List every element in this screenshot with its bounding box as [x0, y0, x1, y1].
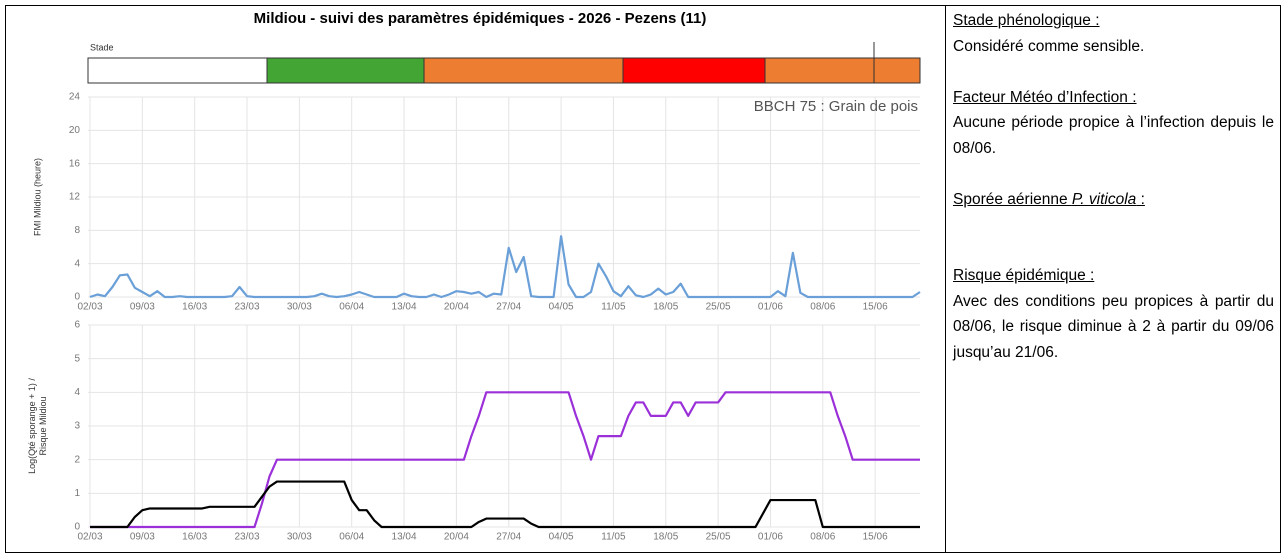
x-tick-label: 20/04 — [444, 532, 469, 543]
x-tick-label: 01/06 — [758, 302, 783, 313]
x-tick-label: 11/05 — [601, 532, 626, 543]
y-tick-label: 4 — [74, 387, 80, 398]
x-tick-label: 20/04 — [444, 302, 469, 313]
x-tick-label: 08/06 — [810, 532, 835, 543]
y-tick-label: 6 — [74, 320, 80, 331]
x-tick-label: 01/06 — [758, 532, 783, 543]
y-tick-label: 5 — [74, 353, 80, 364]
x-tick-label: 13/04 — [392, 532, 417, 543]
x-tick-label: 09/03 — [130, 532, 155, 543]
chart: Mildiou - suivi des paramètres épidémiqu… — [27, 10, 921, 543]
x-tick-label: 02/03 — [77, 302, 102, 313]
stade-bar — [87, 42, 921, 84]
y-axis-label: Risque Mildiou — [38, 396, 48, 455]
y-tick-label: 3 — [74, 421, 80, 432]
data-line — [90, 391, 920, 529]
frame — [5, 5, 1281, 553]
x-tick-label: 27/04 — [496, 302, 521, 313]
heading-part: P. viticola — [1071, 190, 1137, 208]
y-tick-label: 20 — [69, 125, 81, 136]
heading-part: Sporée aérienne — [953, 190, 1072, 208]
y-tick-label: 4 — [74, 258, 80, 269]
data-line — [90, 480, 920, 529]
data-line — [89, 235, 921, 299]
x-tick-label: 16/03 — [182, 532, 207, 543]
y-tick-label: 12 — [69, 192, 81, 203]
divider — [945, 5, 946, 553]
x-tick-label: 18/05 — [653, 532, 678, 543]
y-tick-label: 2 — [74, 454, 80, 465]
x-tick-label: 16/03 — [182, 302, 207, 313]
x-tick-label: 18/05 — [653, 302, 678, 313]
text: Considéré comme sensible. — [953, 37, 1145, 55]
x-tick-label: 04/05 — [549, 532, 574, 543]
x-tick-label: 04/05 — [549, 302, 574, 313]
y-tick-label: 0 — [74, 522, 80, 533]
x-tick-label: 25/05 — [706, 302, 731, 313]
x-tick-label: 25/05 — [706, 532, 731, 543]
x-tick-label: 27/04 — [496, 532, 521, 543]
stade-segment — [423, 57, 624, 84]
x-tick-label: 11/05 — [601, 302, 626, 313]
y-axis-label: Log(Qté sporange + 1) / — [27, 378, 37, 474]
y-tick-label: 0 — [74, 292, 80, 303]
x-tick-label: 30/03 — [287, 302, 312, 313]
x-tick-label: 13/04 — [392, 302, 417, 313]
chart-title: Mildiou - suivi des paramètres épidémiqu… — [254, 10, 707, 27]
stade-segment — [266, 57, 425, 84]
heading: Sporée aérienne P. viticola : — [953, 187, 1274, 213]
y-tick-label: 8 — [74, 225, 80, 236]
side-panel: Stade phénologique : Considéré comme sen… — [953, 8, 1274, 365]
stade-segment — [87, 57, 268, 84]
heading: Risque épidémique : — [953, 267, 1095, 284]
y-tick-label: 16 — [69, 158, 81, 169]
x-tick-label: 09/03 — [130, 302, 155, 313]
x-tick-label: 23/03 — [235, 532, 260, 543]
y-axis-label: FMI Mildiou (heure) — [32, 158, 42, 236]
stade-label: Stade — [90, 42, 114, 52]
x-tick-label: 23/03 — [235, 302, 260, 313]
heading: Stade phénologique : — [953, 12, 1100, 29]
x-tick-label: 08/06 — [810, 302, 835, 313]
x-tick-label: 15/06 — [863, 532, 888, 543]
heading: Facteur Météo d’Infection : — [953, 88, 1137, 106]
y-tick-label: 1 — [74, 488, 80, 499]
x-tick-label: 30/03 — [287, 532, 312, 543]
x-tick-label: 15/06 — [863, 302, 888, 313]
y-tick-label: 24 — [69, 92, 81, 103]
heading-part: : — [1136, 190, 1145, 208]
text: Aucune période propice à l’infection dep… — [953, 114, 1274, 157]
x-tick-label: 06/04 — [339, 532, 364, 543]
stade-segment — [622, 57, 766, 84]
annotation: BBCH 75 : Grain de pois — [754, 98, 918, 115]
x-tick-label: 02/03 — [77, 532, 102, 543]
x-tick-label: 06/04 — [339, 302, 364, 313]
stade-segment — [764, 57, 921, 84]
text: Avec des conditions peu propices à parti… — [953, 292, 1274, 361]
